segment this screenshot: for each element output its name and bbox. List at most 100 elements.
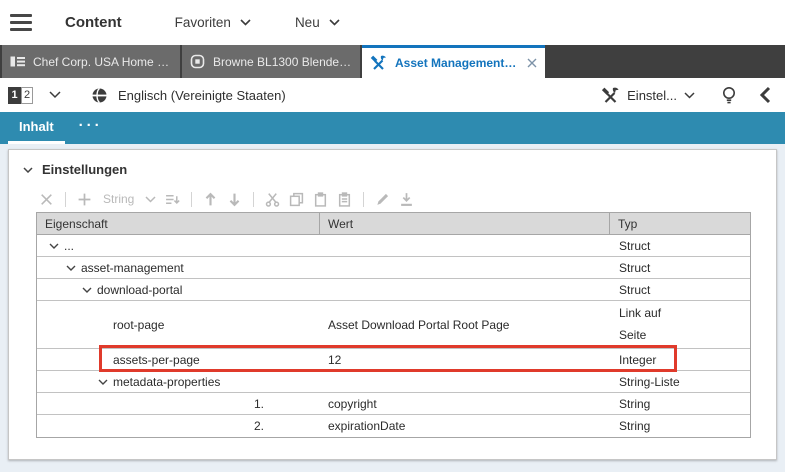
tab-label: Chef Corp. USA Home Pa... [33,55,172,69]
property-type-cell: String [610,415,750,437]
table-header: Eigenschaft Wert Typ [37,213,750,235]
property-value-cell[interactable] [320,279,610,300]
property-type: Link auf [619,306,661,320]
collapse-left-icon[interactable] [759,86,771,104]
tab-label: Browne BL1300 Blender ... [213,55,352,69]
property-value-cell[interactable] [320,235,610,256]
settings-section-header[interactable]: Einstellungen [9,150,776,177]
property-value-cell[interactable] [320,257,610,278]
property-type-cell: Integer [610,349,750,370]
toolbar-separator [363,192,364,207]
column-header-eigenschaft[interactable]: Eigenschaft [37,213,320,234]
property-name-cell[interactable]: assets-per-page [37,349,320,370]
table-row[interactable]: metadata-properties String-Liste [37,371,750,393]
property-value-cell[interactable]: expirationDate [320,415,610,437]
settings-panel: Einstellungen String Eigenschaft Wert Ty… [8,149,777,460]
property-name-cell[interactable]: 1. [37,393,320,414]
property-name: 1. [254,397,264,411]
property-name: download-portal [97,283,182,297]
table-row[interactable]: 1. copyright String [37,393,750,415]
app-title: Content [65,14,122,31]
favorites-menu[interactable]: Favoriten [175,15,251,30]
table-row[interactable]: download-portal Struct [37,279,750,301]
table-row[interactable]: 2. expirationDate String [37,415,750,437]
move-up-icon[interactable] [203,192,218,207]
tab-inhalt-label: Inhalt [19,119,54,134]
property-value-cell[interactable]: Asset Download Portal Root Page [320,301,610,348]
chevron-down-icon [329,19,340,26]
chevron-down-icon[interactable] [49,243,59,249]
section-title: Einstellungen [42,162,127,177]
struct-editor-toolbar: String [9,177,776,209]
chevron-down-icon[interactable] [66,265,76,271]
property-type-cell: Struct [610,257,750,278]
property-value-cell[interactable]: 12 [320,349,610,370]
table-row[interactable]: asset-management Struct [37,257,750,279]
property-name-cell[interactable]: metadata-properties [37,371,320,392]
add-icon[interactable] [77,192,92,207]
type-select-label[interactable]: String [103,192,134,206]
sort-list-icon[interactable] [165,192,180,207]
chevron-down-icon[interactable] [98,379,108,385]
property-name-cell[interactable]: 2. [37,415,320,437]
property-type-cell: Struct [610,235,750,256]
tab-asset-management-config[interactable]: Asset Management Conf... [362,45,545,78]
page-icon [10,55,25,68]
locale-label: Englisch (Vereinigte Staaten) [118,88,286,103]
table-row[interactable]: assets-per-page 12 Integer [37,349,750,371]
app-bar: Content Favoriten Neu [0,0,785,45]
table-row[interactable]: ... Struct [37,235,750,257]
tools-icon [601,87,620,104]
import-icon[interactable] [399,192,414,207]
property-name-cell[interactable]: ... [37,235,320,256]
property-name-cell[interactable]: root-page [37,301,320,348]
settings-dropdown[interactable]: Einstel... [601,87,695,104]
column-header-wert[interactable]: Wert [320,213,610,234]
chevron-down-icon[interactable] [49,91,61,99]
edit-icon[interactable] [375,192,390,207]
toolbar-separator [191,192,192,207]
tab-chef-corp[interactable]: Chef Corp. USA Home Pa... [2,45,180,78]
settings-label: Einstel... [627,88,677,103]
property-type-cell: String-Liste [610,371,750,392]
delete-icon[interactable] [39,192,54,207]
media-icon [190,54,205,69]
property-type-cell: String [610,393,750,414]
property-value-cell[interactable] [320,371,610,392]
tab-inhalt[interactable]: Inhalt [8,112,65,144]
move-down-icon[interactable] [227,192,242,207]
cut-icon[interactable] [265,192,280,207]
property-name: 2. [254,419,264,433]
property-name: assets-per-page [113,353,200,367]
property-value-cell[interactable]: copyright [320,393,610,414]
column-header-typ[interactable]: Typ [610,213,750,234]
property-type-cell: Struct [610,279,750,300]
property-value: 12 [328,353,341,367]
table-row[interactable]: root-page Asset Download Portal Root Pag… [37,301,750,349]
tools-icon [370,55,387,71]
chevron-down-icon[interactable] [145,196,156,203]
copy-icon[interactable] [289,192,304,207]
chevron-down-icon[interactable] [82,287,92,293]
versions-badge[interactable]: 1 2 [8,87,33,104]
globe-icon[interactable] [91,87,108,104]
property-name-cell[interactable]: download-portal [37,279,320,300]
property-name-cell[interactable]: asset-management [37,257,320,278]
paste-icon[interactable] [313,192,328,207]
close-icon[interactable] [527,58,537,68]
toolbar-separator [253,192,254,207]
chevron-down-icon [240,19,251,26]
paste-special-icon[interactable] [337,192,352,207]
new-menu[interactable]: Neu [295,15,340,30]
property-value: copyright [328,397,377,411]
more-tabs-icon[interactable]: ··· [79,112,103,144]
tab-browne-blender[interactable]: Browne BL1300 Blender ... [182,45,360,78]
hamburger-icon[interactable] [10,14,32,31]
property-type-cell: Link aufSeite [610,301,750,348]
favorites-menu-label: Favoriten [175,15,231,30]
property-value: Asset Download Portal Root Page [328,318,509,332]
document-tab-bar: Chef Corp. USA Home Pa... Browne BL1300 … [0,45,785,78]
lightbulb-icon[interactable] [721,86,737,105]
struct-property-table: Eigenschaft Wert Typ ... Struct asset-ma… [36,212,751,438]
tab-label: Asset Management Conf... [395,56,519,70]
